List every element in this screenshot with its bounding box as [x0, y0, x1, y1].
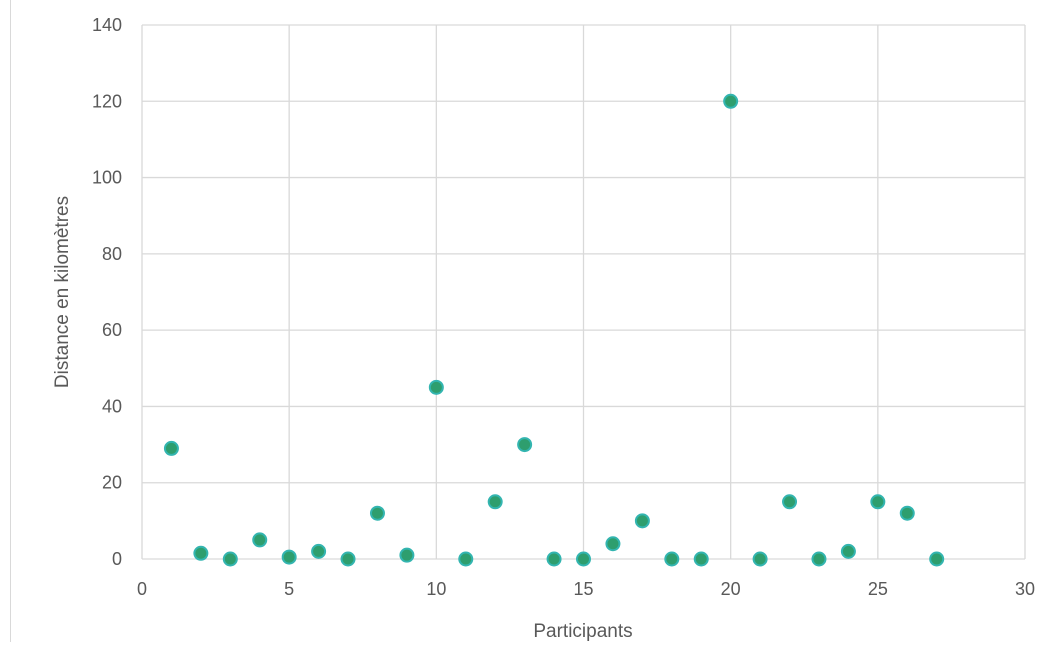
- x-tick-label: 30: [1015, 579, 1035, 599]
- data-point: [222, 551, 238, 567]
- data-point: [252, 532, 268, 548]
- data-point: [546, 551, 562, 567]
- y-tick-label: 80: [102, 244, 122, 264]
- data-point: [340, 551, 356, 567]
- x-tick-label: 25: [868, 579, 888, 599]
- data-point: [811, 551, 827, 567]
- tick-labels: 0 20 40 60 80 100 120 140 0 5 10 15 20 25 30: [92, 15, 1035, 599]
- data-point: [929, 551, 945, 567]
- x-axis-label: Participants: [533, 621, 632, 642]
- x-tick-label: 10: [426, 579, 446, 599]
- data-point: [605, 536, 621, 552]
- data-point: [281, 549, 297, 565]
- data-point: [899, 505, 915, 521]
- y-tick-label: 60: [102, 320, 122, 340]
- data-point: [664, 551, 680, 567]
- data-point: [693, 551, 709, 567]
- y-tick-label: 0: [112, 549, 122, 569]
- y-tick-label: 140: [92, 15, 122, 35]
- y-tick-label: 120: [92, 91, 122, 111]
- x-tick-label: 0: [137, 579, 147, 599]
- data-point: [428, 379, 444, 395]
- y-tick-label: 40: [102, 396, 122, 416]
- data-point: [487, 494, 503, 510]
- grid-layer: [141, 24, 1026, 560]
- x-tick-label: 5: [284, 579, 294, 599]
- y-tick-label: 100: [92, 168, 122, 188]
- data-point: [399, 547, 415, 563]
- data-point: [634, 513, 650, 529]
- data-point: [576, 551, 591, 567]
- data-point: [193, 545, 209, 561]
- data-point: [458, 551, 474, 567]
- data-point: [517, 437, 533, 453]
- x-tick-label: 20: [721, 579, 741, 599]
- left-border: [10, 0, 11, 642]
- data-point: [782, 494, 798, 510]
- data-point: [752, 551, 768, 567]
- x-tick-label: 15: [573, 579, 593, 599]
- data-point: [723, 93, 739, 109]
- y-axis-label: Distance en kilomètres: [52, 196, 73, 388]
- data-point: [870, 494, 886, 510]
- data-point: [840, 543, 856, 559]
- data-point: [163, 440, 179, 456]
- data-points: [163, 93, 945, 567]
- data-point: [369, 505, 385, 521]
- data-point: [311, 543, 327, 559]
- y-tick-label: 20: [102, 473, 122, 493]
